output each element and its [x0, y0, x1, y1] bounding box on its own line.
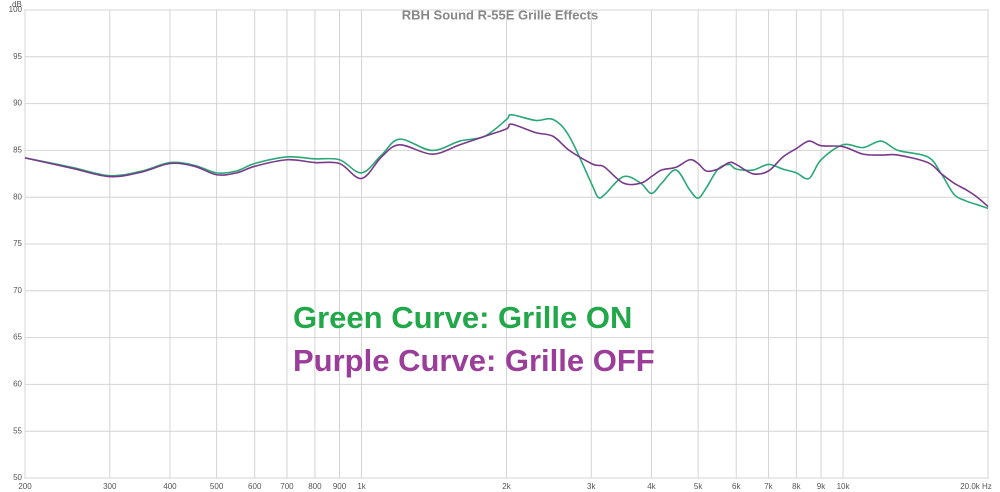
- y-axis-label: dB: [12, 0, 22, 9]
- x-tick-label: 5k: [694, 482, 703, 491]
- x-tick-label: 300: [103, 482, 117, 491]
- annotation: Purple Curve: Grille OFF: [293, 343, 655, 378]
- y-tick-label: 80: [13, 192, 22, 201]
- x-tick-label: 900: [333, 482, 347, 491]
- y-tick-label: 65: [13, 333, 22, 342]
- x-tick-label: 1k: [357, 482, 366, 491]
- x-tick-label: 700: [280, 482, 294, 491]
- series-line: [24, 123, 989, 208]
- y-tick-label: 85: [13, 146, 22, 155]
- x-tick-label: 10k: [837, 482, 851, 491]
- x-tick-label: 9k: [817, 482, 826, 491]
- y-tick-label: 70: [13, 286, 22, 295]
- y-tick-label: 75: [13, 239, 22, 248]
- y-tick-label: 95: [13, 52, 22, 61]
- x-tick-label: 4k: [647, 482, 656, 491]
- x-tick-label: 3k: [587, 482, 596, 491]
- x-tick-label: 800: [308, 482, 322, 491]
- x-tick-label: 600: [248, 482, 262, 491]
- series-line: [24, 114, 989, 210]
- x-tick-label: 8k: [792, 482, 801, 491]
- x-tick-label: 400: [163, 482, 177, 491]
- y-tick-label: 55: [13, 426, 22, 435]
- y-tick-label: 90: [13, 99, 22, 108]
- x-tick-label: 200: [18, 482, 32, 491]
- x-tick-label: 7k: [764, 482, 773, 491]
- x-tick-label: 6k: [732, 482, 741, 491]
- x-tick-label: 20.0k Hz: [960, 482, 992, 491]
- annotation: Green Curve: Grille ON: [293, 300, 632, 335]
- y-tick-label: 60: [13, 380, 22, 389]
- x-tick-label: 2k: [502, 482, 511, 491]
- y-tick-label: 100: [9, 5, 23, 14]
- chart-title: RBH Sound R-55E Grille Effects: [402, 7, 598, 22]
- y-tick-label: 50: [13, 473, 22, 482]
- x-tick-label: 500: [210, 482, 224, 491]
